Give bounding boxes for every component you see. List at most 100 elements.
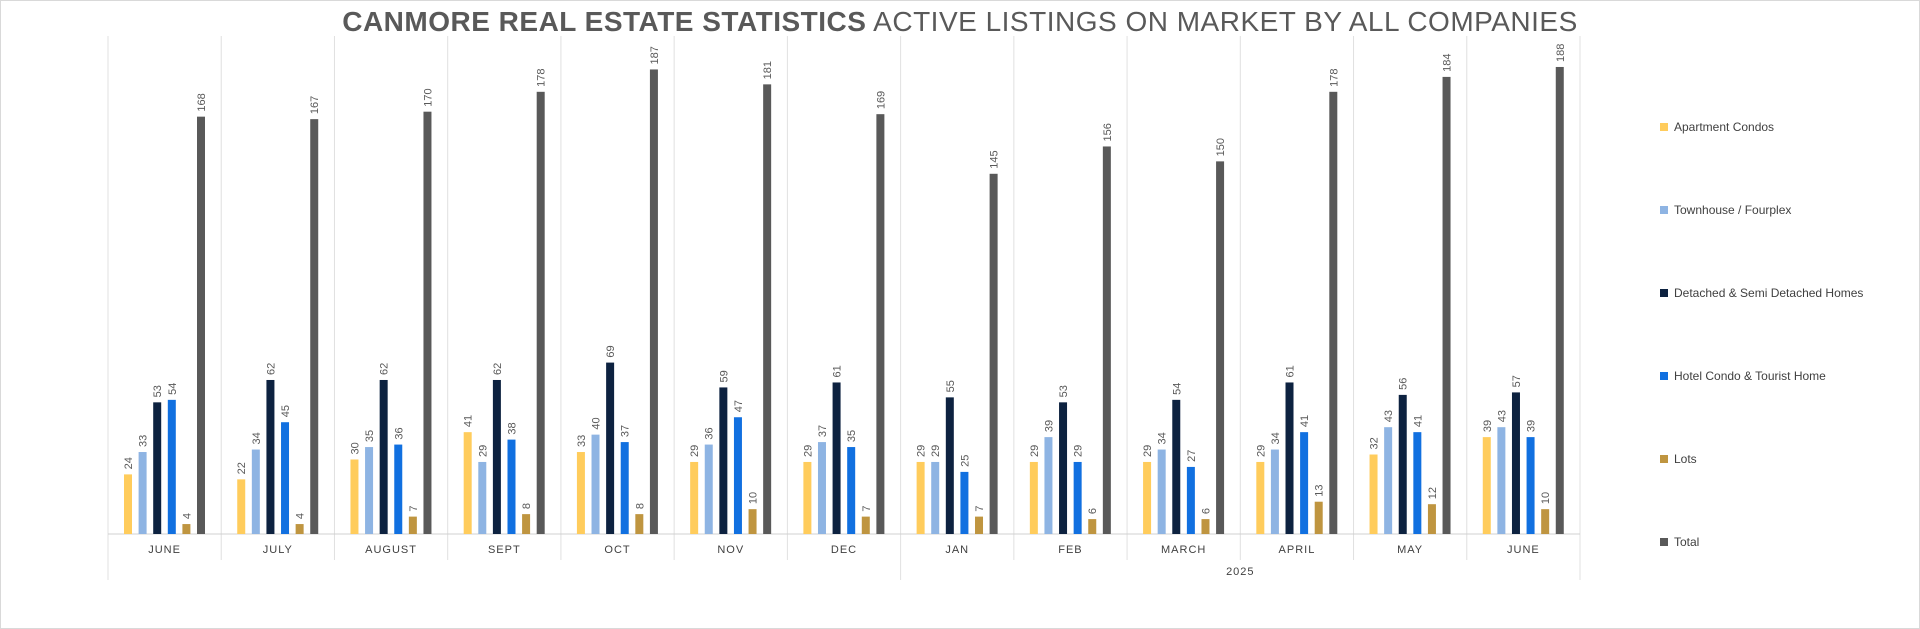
data-label: 33 (138, 435, 150, 447)
data-label: 45 (280, 405, 292, 417)
data-label: 22 (236, 462, 248, 474)
data-label: 29 (1029, 445, 1041, 457)
legend-item: Detached & Semi Detached Homes (1660, 286, 1863, 300)
bar (960, 471, 969, 534)
data-label: 4 (181, 513, 193, 519)
data-label: 55 (945, 380, 957, 392)
bar (733, 417, 742, 534)
data-label: 30 (349, 442, 361, 454)
legend-item: Townhouse / Fourplex (1660, 203, 1791, 217)
category-label: JUNE (1507, 544, 1540, 556)
data-label: 61 (1285, 365, 1297, 377)
bar (719, 387, 728, 534)
bar (1314, 501, 1323, 534)
data-label: 29 (802, 445, 814, 457)
chart-title-rest: ACTIVE LISTINGS ON MARKET BY ALL COMPANI… (873, 6, 1578, 37)
legend-swatch (1660, 372, 1668, 380)
bar (536, 91, 545, 535)
data-label: 7 (861, 505, 873, 511)
bar (350, 459, 359, 534)
bar (167, 399, 176, 534)
data-label: 43 (1496, 410, 1508, 422)
bar (1029, 461, 1038, 534)
bar (522, 514, 531, 534)
bar (1384, 427, 1393, 534)
legend-label: Apartment Condos (1674, 120, 1775, 134)
data-label: 7 (408, 505, 420, 511)
group-label: 2025 (1226, 566, 1254, 578)
bar (861, 516, 870, 534)
data-label: 34 (1270, 432, 1282, 444)
data-label: 29 (1073, 445, 1085, 457)
data-label: 54 (167, 383, 179, 395)
data-label: 69 (605, 345, 617, 357)
bar (847, 447, 856, 534)
bar (310, 119, 319, 534)
legend-label: Lots (1674, 452, 1697, 466)
legend-swatch (1660, 538, 1668, 546)
category-label: JULY (263, 544, 293, 556)
bar (478, 461, 487, 534)
data-label: 35 (846, 430, 858, 442)
data-label: 181 (762, 61, 774, 79)
bar (153, 402, 162, 534)
data-label: 6 (1200, 508, 1212, 514)
data-label: 7 (974, 505, 986, 511)
data-label: 13 (1314, 484, 1326, 496)
bar (124, 474, 132, 534)
category-label: MARCH (1161, 544, 1206, 556)
data-label: 170 (422, 88, 434, 106)
category-label: JUNE (148, 544, 181, 556)
data-label: 178 (536, 68, 548, 86)
data-label: 37 (620, 425, 632, 437)
bar (138, 452, 147, 534)
legend-swatch (1660, 455, 1668, 463)
bar (1482, 437, 1491, 534)
data-label: 6 (1087, 508, 1099, 514)
chart-title: CANMORE REAL ESTATE STATISTICS ACTIVE LI… (0, 6, 1920, 38)
data-label: 34 (1157, 432, 1169, 444)
bar (251, 449, 260, 534)
data-label: 59 (718, 370, 730, 382)
data-label: 184 (1442, 54, 1454, 72)
data-label: 150 (1215, 138, 1227, 156)
data-label: 37 (817, 425, 829, 437)
bar (1329, 91, 1338, 535)
bar (763, 84, 772, 534)
legend-item: Hotel Condo & Tourist Home (1660, 369, 1826, 383)
bar (1413, 432, 1422, 534)
bar (1256, 461, 1265, 534)
bar (591, 434, 600, 534)
bar (832, 382, 841, 534)
data-label: 53 (152, 385, 164, 397)
data-label: 34 (251, 432, 263, 444)
data-label: 40 (591, 417, 603, 429)
bar (635, 514, 644, 534)
bar (1427, 504, 1436, 534)
bar (507, 439, 516, 534)
bar (916, 461, 925, 534)
data-label: 61 (832, 365, 844, 377)
data-label: 62 (265, 363, 277, 375)
bar (1059, 402, 1068, 534)
data-label: 54 (1171, 383, 1183, 395)
category-label: NOV (717, 544, 744, 556)
bar (197, 116, 205, 534)
category-label: SEPT (488, 544, 521, 556)
bar (1201, 519, 1210, 534)
data-label: 53 (1058, 385, 1070, 397)
bar (1270, 449, 1279, 534)
data-label: 29 (916, 445, 928, 457)
legend-label: Detached & Semi Detached Homes (1674, 286, 1864, 300)
data-label: 145 (989, 150, 1001, 168)
data-label: 41 (1299, 415, 1311, 427)
category-label: DEC (831, 544, 857, 556)
legend-item: Total (1660, 535, 1699, 549)
data-label: 169 (875, 91, 887, 109)
data-label: 62 (379, 363, 391, 375)
category-label: FEB (1058, 544, 1082, 556)
legend-item: Apartment Condos (1660, 120, 1774, 134)
bar (649, 69, 658, 534)
legend-swatch (1660, 289, 1668, 297)
